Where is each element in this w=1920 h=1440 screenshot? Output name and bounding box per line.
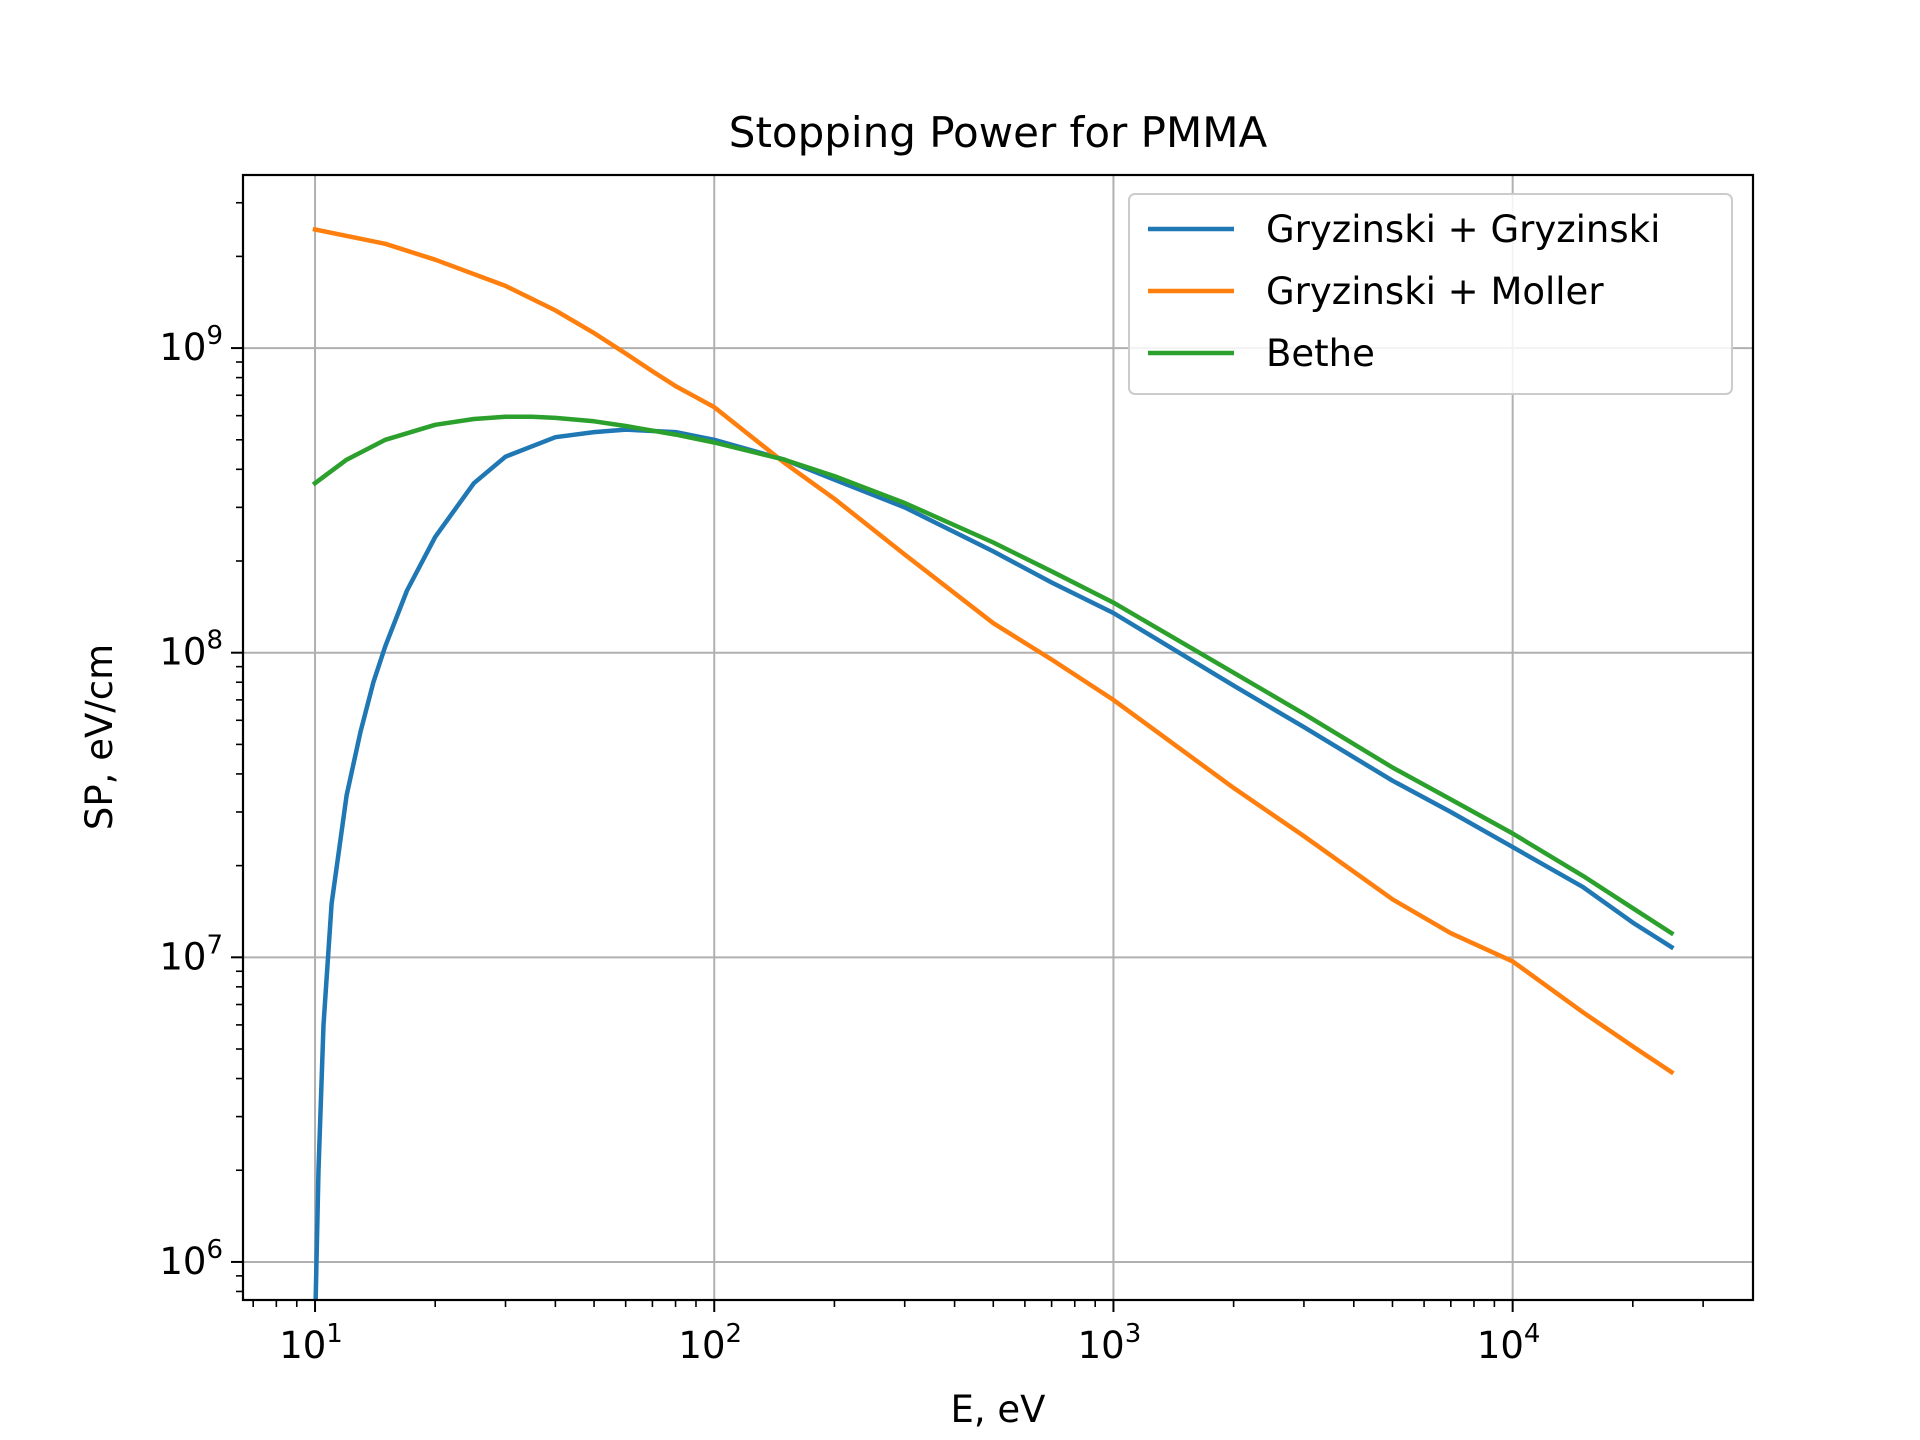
- x-tick-label: 103: [1078, 1319, 1142, 1367]
- y-axis-label: SP, eV/cm: [78, 644, 121, 830]
- legend-label-gryzinski-gryzinski: Gryzinski + Gryzinski: [1266, 208, 1660, 251]
- minor-ticks: [236, 201, 1704, 1307]
- y-tick-label: 107: [159, 930, 223, 978]
- x-tick-label: 102: [678, 1319, 742, 1367]
- y-tick-label: 106: [159, 1235, 223, 1283]
- x-tick-label: 101: [279, 1319, 343, 1367]
- plot-frame: [241, 173, 1755, 1302]
- series-bethe: [311, 414, 1675, 937]
- axis-ticks: 101 102 103 104 106 107 108 109: [159, 321, 1540, 1367]
- legend-label-bethe: Bethe: [1266, 332, 1375, 375]
- series-lines: [311, 226, 1675, 1300]
- legend: Gryzinski + Gryzinski Gryzinski + Moller…: [1128, 193, 1733, 395]
- y-tick-label: 109: [159, 321, 223, 369]
- y-tick-label: 108: [159, 626, 223, 674]
- series-gryzinski-moller: [312, 226, 1675, 1076]
- legend-frame: [1128, 193, 1733, 395]
- legend-label-gryzinski-moller: Gryzinski + Moller: [1266, 270, 1604, 313]
- chart-title: Stopping Power for PMMA: [729, 108, 1268, 157]
- series-gryzinski-gryzinski: [313, 427, 1675, 1300]
- x-tick-label: 104: [1477, 1319, 1541, 1367]
- x-axis-label: E, eV: [951, 1388, 1046, 1431]
